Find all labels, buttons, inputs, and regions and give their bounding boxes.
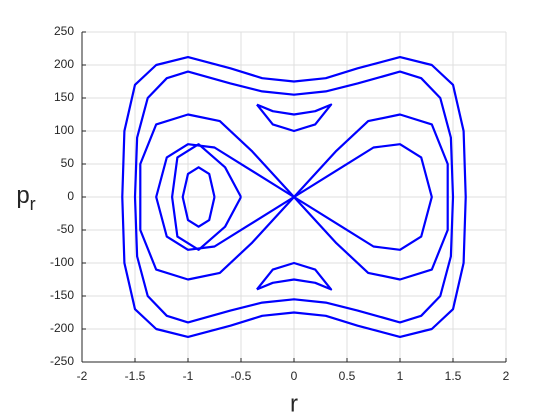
x-tick-label: 2	[503, 369, 510, 383]
curve	[256, 261, 333, 291]
y-tick-label: -250	[50, 354, 74, 368]
y-tick-label: -150	[50, 288, 74, 302]
y-axis-label-sub: r	[30, 194, 36, 214]
y-tick-label: 0	[67, 189, 74, 203]
x-tick-label: 0.5	[339, 369, 356, 383]
curve	[133, 70, 455, 324]
x-tick-label: -1	[183, 369, 194, 383]
y-tick-label: -50	[57, 222, 75, 236]
x-tick-label: 1.5	[445, 369, 462, 383]
x-tick-label: -2	[77, 369, 88, 383]
x-axis-label: r	[290, 390, 298, 417]
y-tick-label: -200	[50, 321, 74, 335]
y-tick-label: 200	[54, 57, 74, 71]
y-axis-label: pr	[16, 182, 35, 213]
y-tick-label: 100	[54, 123, 74, 137]
curve	[121, 55, 467, 339]
x-tick-label: -1.5	[125, 369, 146, 383]
y-tick-label: 250	[54, 24, 74, 38]
x-tick-label: 1	[397, 369, 404, 383]
x-tick-label: 0	[291, 369, 298, 383]
x-tick-label: -0.5	[231, 369, 252, 383]
y-tick-label: 50	[61, 156, 75, 170]
y-tick-label: 150	[54, 90, 74, 104]
curve	[181, 166, 216, 228]
y-axis-label-main: p	[16, 182, 29, 209]
curve	[171, 143, 242, 251]
curve	[256, 103, 333, 133]
curve	[155, 143, 433, 251]
y-tick-label: -100	[50, 255, 74, 269]
